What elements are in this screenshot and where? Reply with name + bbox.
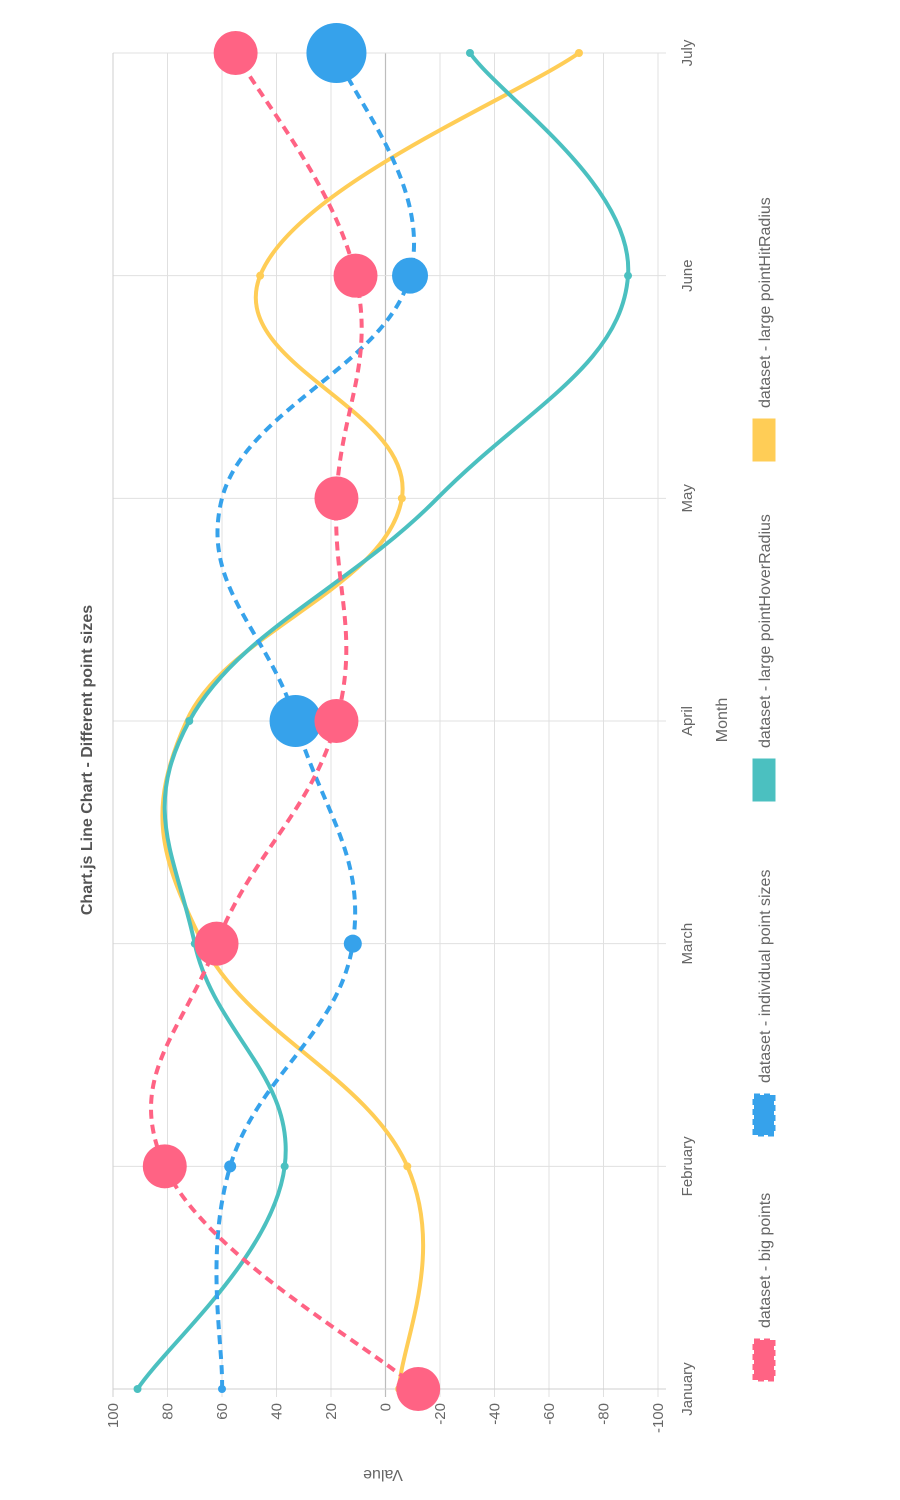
data-point[interactable] xyxy=(392,257,429,294)
value-tick-label: 40 xyxy=(269,1403,286,1420)
legend-label: dataset - large pointHoverRadius xyxy=(757,514,774,748)
legend-swatch xyxy=(752,418,776,462)
legend-item-dataset-large-pointhitradius[interactable]: dataset - large pointHitRadius xyxy=(752,197,776,462)
value-axis-title: Value xyxy=(363,1466,403,1483)
data-point[interactable] xyxy=(213,31,258,75)
data-point[interactable] xyxy=(256,271,265,280)
data-point[interactable] xyxy=(133,1385,142,1393)
data-point[interactable] xyxy=(142,1144,187,1189)
data-point[interactable] xyxy=(314,699,359,743)
data-point[interactable] xyxy=(574,49,583,57)
month-tick-label: March xyxy=(679,923,696,965)
month-tick-label: January xyxy=(679,1362,696,1416)
legend-swatch xyxy=(752,1338,776,1382)
legend-item-dataset-big-points[interactable]: dataset - big points xyxy=(752,1193,776,1382)
data-point[interactable] xyxy=(224,1160,237,1173)
data-point[interactable] xyxy=(624,271,633,280)
legend-swatch xyxy=(752,1093,776,1137)
plot-area xyxy=(133,23,633,1411)
data-point[interactable] xyxy=(343,934,362,953)
data-point[interactable] xyxy=(306,23,367,83)
month-tick-label: May xyxy=(679,484,696,513)
value-tick-label: 80 xyxy=(160,1403,177,1420)
data-point[interactable] xyxy=(185,717,194,725)
value-tick-label: 20 xyxy=(323,1403,340,1420)
legend[interactable]: dataset - big points dataset - individual… xyxy=(752,197,776,1382)
value-tick-label: -40 xyxy=(487,1403,504,1425)
value-tick-label: -60 xyxy=(541,1403,558,1425)
data-point[interactable] xyxy=(314,476,359,521)
month-axis-title: Month xyxy=(714,698,731,742)
legend-label: dataset - big points xyxy=(757,1193,774,1328)
data-point[interactable] xyxy=(396,1367,441,1411)
grid xyxy=(112,52,666,1397)
series-dataset-individual-point-sizes xyxy=(214,23,429,1393)
value-axis-ticks: 100 80 60 40 20 0 -20 -40 -60 -80 -100 xyxy=(105,1403,667,1433)
data-point[interactable] xyxy=(397,494,406,503)
data-point[interactable] xyxy=(280,1162,289,1171)
series-dataset-large-pointhoverradius xyxy=(133,49,633,1393)
legend-label: dataset - large pointHitRadius xyxy=(757,197,774,408)
month-tick-label: February xyxy=(679,1136,696,1197)
value-tick-label: 100 xyxy=(105,1403,122,1428)
chart-title: Chart.js Line Chart - Different point si… xyxy=(79,605,96,915)
month-axis-ticks: January February March April May June July xyxy=(679,39,696,1416)
value-tick-label: -80 xyxy=(596,1403,613,1425)
data-point[interactable] xyxy=(465,49,474,57)
data-point[interactable] xyxy=(333,253,378,298)
legend-item-dataset-individual-point-sizes[interactable]: dataset - individual point sizes xyxy=(752,870,776,1137)
legend-item-dataset-large-pointhoverradius[interactable]: dataset - large pointHoverRadius xyxy=(752,514,776,802)
month-tick-label: June xyxy=(679,259,696,292)
data-point[interactable] xyxy=(218,1385,226,1393)
value-tick-label: -100 xyxy=(650,1403,667,1433)
data-point[interactable] xyxy=(194,921,239,966)
month-tick-label: April xyxy=(679,706,696,736)
series-dataset-big-points xyxy=(142,31,441,1411)
legend-label: dataset - individual point sizes xyxy=(757,870,774,1083)
data-point[interactable] xyxy=(403,1162,412,1171)
value-tick-label: -20 xyxy=(432,1403,449,1425)
data-point[interactable] xyxy=(269,695,322,747)
value-tick-label: 60 xyxy=(214,1403,231,1420)
value-tick-label: 0 xyxy=(378,1403,395,1411)
month-tick-label: July xyxy=(679,39,696,66)
legend-swatch xyxy=(752,758,776,802)
